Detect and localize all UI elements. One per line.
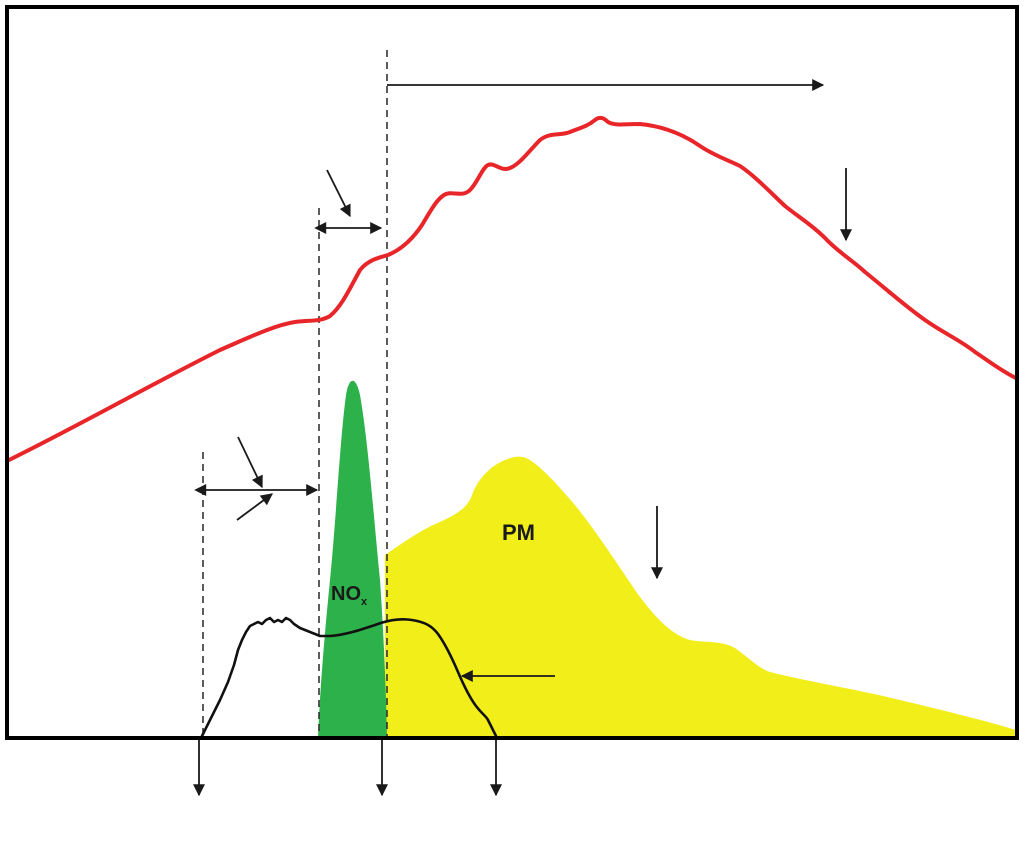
nox-label-main: NO xyxy=(331,583,361,605)
nox-area xyxy=(318,380,387,738)
temperature-curve xyxy=(7,115,1018,462)
nox-label-subscript: x xyxy=(361,596,368,608)
pm-area xyxy=(385,456,1016,738)
pointer-arrow-lower-bottom xyxy=(236,493,273,521)
pressure-curve xyxy=(200,616,498,738)
pointer-arrow-upper xyxy=(326,169,351,218)
nox-label: NOx xyxy=(331,583,368,608)
pm-label: PM xyxy=(502,520,535,545)
plot-frame xyxy=(5,5,1019,740)
pointer-arrow-lower-top xyxy=(237,436,263,489)
